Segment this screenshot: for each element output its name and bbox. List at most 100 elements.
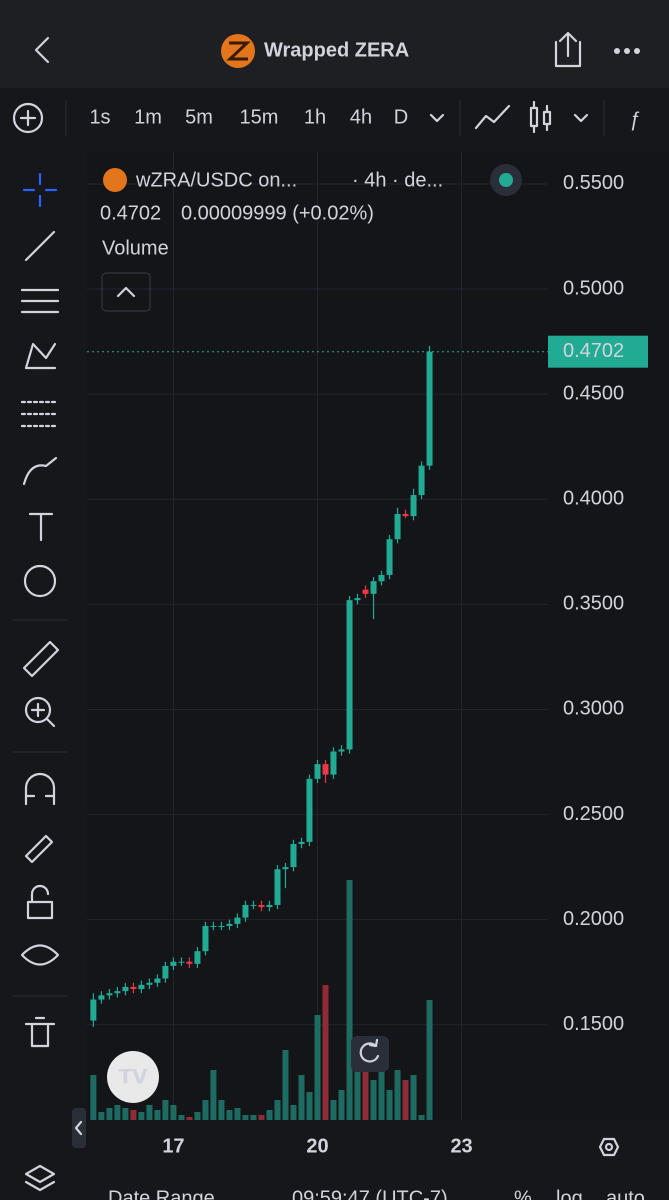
volume-bar [394,1070,401,1120]
y-tick-label: 0.2000 [563,908,624,930]
token-logo-mark [226,41,251,61]
candle-body [186,961,193,964]
candle-body [114,991,121,994]
candle-body [362,589,369,594]
crosshair-tool[interactable] [22,172,58,208]
volume-bar [154,1110,161,1120]
legend-price: 0.4702 [100,202,161,224]
chart-type-dropdown[interactable] [573,113,589,123]
tradingview-logo[interactable] [107,1051,159,1103]
reset-icon [359,1038,380,1063]
emoji-tool[interactable] [23,564,57,598]
volume-bar [130,1110,137,1120]
interval-button[interactable]: 1h [304,106,326,128]
y-tick-label: 0.5500 [563,172,624,194]
interval-button[interactable]: 1m [134,106,162,128]
lock-tool[interactable] [26,884,54,920]
y-tick-label: 0.3500 [563,593,624,615]
more-button[interactable] [614,48,640,54]
visibility-tool[interactable] [20,944,60,966]
top-bar [0,0,669,88]
legend-interval: · 4h · de... [352,169,443,191]
candle-chart-button[interactable] [529,100,552,134]
volume-bar [106,1108,113,1120]
projection-tool[interactable] [20,400,60,428]
x-tick-label: 20 [306,1135,328,1157]
volume-bar [242,1115,249,1120]
magnet-tool[interactable] [24,772,56,806]
candle-body [98,995,105,1000]
zoom-tool[interactable] [24,696,56,728]
candle-body [178,961,185,963]
collapse-button[interactable] [101,272,151,312]
footer-auto[interactable]: auto [606,1187,645,1200]
volume-bar [282,1050,289,1120]
volume-bar [274,1100,281,1120]
candle-body [138,984,145,990]
panel-toggle[interactable] [72,1108,86,1148]
candle-body [250,904,257,906]
reset-button[interactable] [351,1036,389,1072]
y-tick-label: 0.5000 [563,277,624,299]
layers-button[interactable] [24,1164,56,1192]
candle-body [322,764,329,775]
axis-settings[interactable] [598,1137,620,1157]
candle-body [282,867,289,870]
footer-percent[interactable]: % [514,1187,532,1200]
indicators-button[interactable]: ƒ [629,108,640,130]
candle-body [170,961,177,966]
candle-body [242,904,249,918]
candle-body [402,513,409,517]
candle-body [218,925,225,927]
candle-body [154,978,161,983]
add-button[interactable] [12,102,44,134]
volume-bar [402,1080,409,1120]
pattern-tool[interactable] [24,342,57,370]
candle-body [274,869,281,905]
interval-button[interactable]: 4h [350,106,372,128]
volume-bar [338,1090,345,1120]
volume-bar [330,1100,337,1120]
volume-bar [426,1000,433,1120]
footer-time: 09:59:47 (UTC-7) [292,1187,448,1200]
volume-bar [354,1060,361,1120]
candle-body [394,513,401,540]
delete-tool[interactable] [24,1016,56,1048]
back-button[interactable] [34,36,50,64]
volume-bar [234,1108,241,1120]
volume-bar [210,1070,217,1120]
interval-button[interactable]: 5m [185,106,213,128]
ruler-tool[interactable] [22,640,60,678]
volume-bar [370,1080,377,1120]
brush-tool[interactable] [22,456,58,486]
lock-draw-tool[interactable] [24,834,54,864]
interval-button[interactable]: D [394,106,408,128]
candle-body [290,843,297,868]
interval-button[interactable]: 1s [89,106,110,128]
candle-body [226,923,233,926]
candle-body [298,841,305,844]
candle-body [330,751,337,775]
interval-button[interactable]: 15m [240,106,279,128]
fib-tool[interactable] [20,288,60,314]
footer-log[interactable]: log [556,1187,583,1200]
line-chart-button[interactable] [474,104,511,130]
footer-date-range[interactable]: Date Range [108,1187,215,1200]
y-tick-label: 0.3000 [563,698,624,720]
candle-body [90,999,97,1021]
share-button[interactable] [554,31,582,68]
legend-change: 0.00009999 (+0.02%) [181,202,374,224]
volume-bar [298,1075,305,1120]
text-tool[interactable] [28,512,54,542]
volume-bar [114,1105,121,1120]
candle-body [314,764,321,779]
trend-line-tool[interactable] [24,230,56,262]
volume-bar [162,1100,169,1120]
volume-bar [122,1108,129,1120]
candle-body [234,917,241,924]
page-title: Wrapped ZERA [264,39,409,61]
x-tick-label: 23 [450,1135,472,1157]
interval-dropdown[interactable] [429,113,445,123]
candle-body [346,600,353,750]
candle-body [146,982,153,985]
